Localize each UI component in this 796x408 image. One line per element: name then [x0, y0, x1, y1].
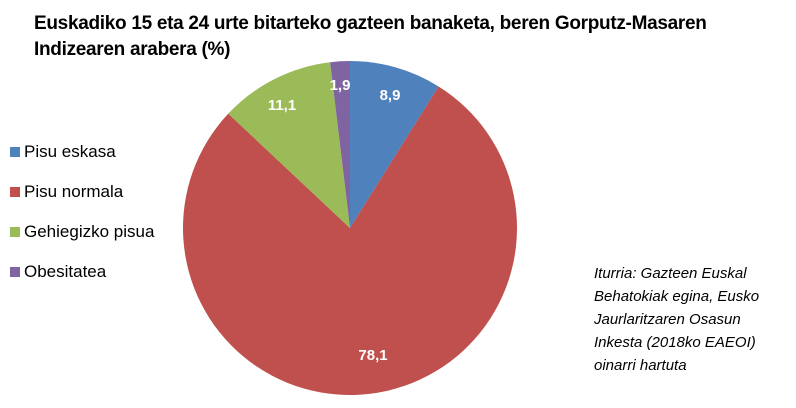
- source-line: Inkesta (2018ko EAEOI): [594, 334, 756, 351]
- legend-swatch-green: [10, 227, 20, 237]
- label-pisu-eskasa: 8,9: [380, 87, 401, 104]
- pie-slice-pisu-eskasa: [350, 61, 439, 228]
- legend-item-pisu-eskasa: Pisu eskasa: [10, 132, 154, 172]
- source-note: Iturria: Gazteen Euskal Behatokiak egina…: [594, 262, 759, 377]
- pie-slices: [182, 61, 517, 395]
- source-line: Iturria: Gazteen Euskal: [594, 265, 747, 282]
- pie-slice-pisu-normala: [182, 86, 517, 395]
- legend-label: Obesitatea: [24, 262, 107, 281]
- legend-label: Gehiegizko pisua: [24, 222, 155, 241]
- legend-label: Pisu normala: [24, 182, 124, 201]
- legend-item-obesitatea: Obesitatea: [10, 252, 154, 292]
- label-pisu-normala: 78,1: [358, 347, 387, 364]
- label-gehiegizko-pisua: 11,1: [268, 97, 296, 114]
- legend-swatch-red: [10, 187, 20, 197]
- legend-item-gehiegizko-pisua: Gehiegizko pisua: [10, 212, 154, 252]
- legend-label: Pisu eskasa: [24, 142, 116, 161]
- label-obesitatea: 1,9: [330, 77, 351, 94]
- chart-title: Euskadiko 15 eta 24 urte bitarteko gazte…: [34, 11, 754, 63]
- legend-item-pisu-normala: Pisu normala: [10, 172, 154, 212]
- legend-swatch-blue: [10, 147, 20, 157]
- chart-legend: Pisu eskasa Pisu normala Gehiegizko pisu…: [10, 132, 154, 292]
- source-line: oinarri hartuta: [594, 357, 687, 374]
- source-line: Jaurlaritzaren Osasun: [594, 311, 741, 328]
- chart-title-line-1: Euskadiko 15 eta 24 urte bitarteko gazte…: [34, 13, 707, 34]
- pie-slice-obesitatea: [330, 61, 350, 228]
- chart-title-line-2: Indizearen arabera (%): [34, 39, 231, 60]
- source-line: Behatokiak egina, Eusko: [594, 288, 760, 305]
- legend-swatch-purple: [10, 267, 20, 277]
- pie-slice-gehiegizko-pisua: [228, 62, 350, 229]
